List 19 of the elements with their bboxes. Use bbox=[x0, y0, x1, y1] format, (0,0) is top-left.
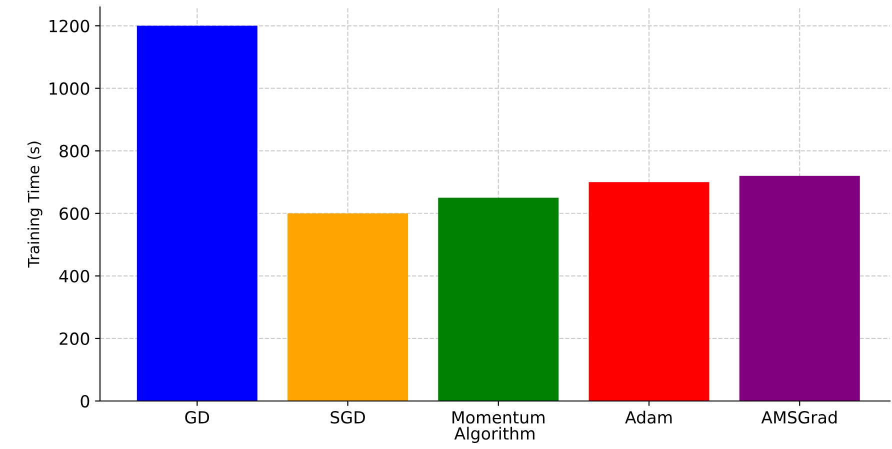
bar bbox=[288, 213, 408, 401]
y-tick-label: 0 bbox=[80, 394, 90, 408]
bar bbox=[438, 198, 559, 401]
y-tick-label: 800 bbox=[60, 144, 90, 158]
y-axis-title: Training Time (s) bbox=[28, 142, 42, 268]
y-tick-label: 200 bbox=[60, 332, 90, 346]
x-tick-label: GD bbox=[185, 411, 210, 424]
bar bbox=[588, 182, 710, 401]
x-tick-label: SGD bbox=[330, 411, 365, 424]
y-tick-label: 1200 bbox=[50, 20, 90, 32]
x-tick-label: AMSGrad bbox=[761, 410, 837, 424]
x-tick-label: Momentum bbox=[452, 411, 544, 424]
x-axis-title: Algorithm bbox=[454, 426, 534, 443]
bar bbox=[739, 176, 860, 401]
y-tick-label: 400 bbox=[59, 270, 90, 282]
bar bbox=[136, 26, 258, 401]
y-tick-label: 600 bbox=[60, 207, 90, 220]
x-tick-label: Adam bbox=[625, 410, 672, 424]
y-tick-label: 1000 bbox=[50, 82, 90, 95]
